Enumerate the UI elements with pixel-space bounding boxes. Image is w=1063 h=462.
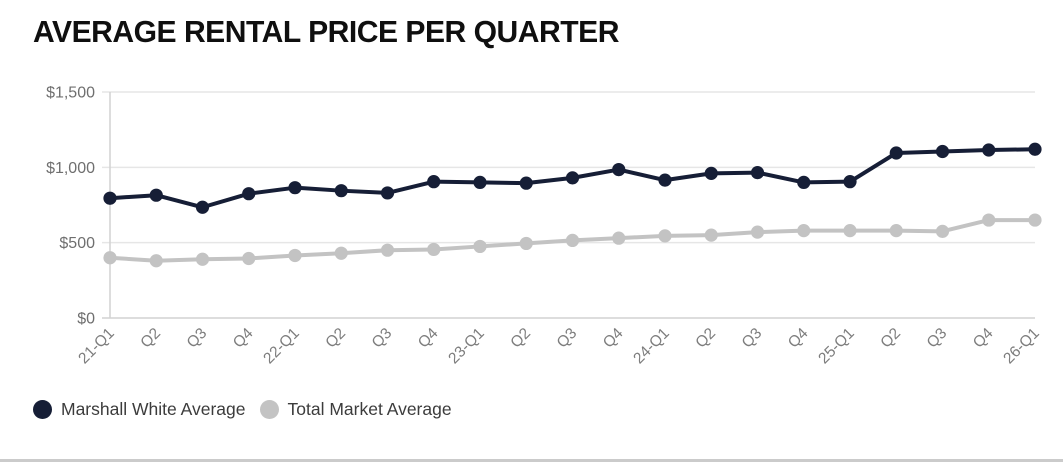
legend-label-marshall-white: Marshall White Average [61,399,246,419]
x-axis-tick-label: Q3 [184,325,211,352]
legend-label-total-market: Total Market Average [287,399,452,419]
data-point [195,252,210,266]
data-point [750,166,765,180]
x-axis-tick-label: 25-Q1 [815,325,857,367]
data-point [1028,213,1042,227]
x-axis-tick-label: Q3 [739,325,766,352]
data-point [380,186,395,200]
data-point [195,200,210,214]
data-point [797,175,811,189]
x-axis-tick-label: Q2 [137,325,164,352]
data-point [843,224,857,238]
x-axis-tick-label: 24-Q1 [630,325,672,367]
x-axis-tick-label: Q4 [415,325,442,352]
x-axis-tick-label: Q4 [970,325,997,352]
data-point [288,248,302,263]
data-point [612,231,626,245]
data-point [242,187,256,201]
data-point [380,243,395,257]
data-point [658,173,672,187]
x-axis-tick-label: Q3 [924,325,951,352]
x-axis-tick-label: Q4 [785,325,812,352]
data-point [565,171,580,185]
data-point [427,175,441,189]
data-point [750,225,765,239]
x-axis-tick-label: Q3 [554,325,581,352]
data-point [473,175,487,189]
chart-canvas: $1,500$1,000$500$021-Q1 Q2 Q3 Q4 22-Q1 Q2 Q3 Q4… [46,85,1043,368]
data-point [982,213,996,227]
data-point [704,166,718,180]
x-axis-tick-label: 23-Q1 [445,325,487,367]
data-point [935,144,950,159]
legend-item-marshall-white: Marshall White Average [33,399,246,420]
data-point [149,188,163,202]
chart-title: AVERAGE RENTAL PRICE PER QUARTER [33,14,619,49]
y-axis-tick-label: $1,500 [46,85,95,102]
data-point [288,181,302,195]
data-point [797,224,811,238]
data-point [519,236,533,251]
data-point [103,251,117,265]
legend-marker-total-market-icon [259,400,279,419]
data-point [242,251,256,266]
data-point [334,246,348,260]
data-point [704,228,718,242]
y-axis-tick-label: $1,000 [46,160,95,177]
x-axis-tick-label: 21-Q1 [75,325,117,367]
data-point [565,233,580,248]
data-point [612,162,626,177]
data-point [935,224,950,238]
legend-marker-marshall-white-icon [33,400,52,419]
data-point [473,239,487,254]
x-axis-tick-label: Q2 [322,325,349,352]
x-axis-tick-label: Q3 [369,325,396,352]
chart-legend: Marshall White Average Total Market Aver… [33,399,452,420]
data-point [658,229,672,243]
data-point [519,176,533,190]
data-point [149,254,163,268]
data-point [982,143,996,157]
x-axis-tick-label: Q4 [600,325,627,352]
legend-item-total-market: Total Market Average [259,399,452,420]
y-axis-tick-label: $500 [59,235,95,252]
rental-price-line-chart: $1,500 $1,000 $500 $0 21-Q1 Q2 Q3 Q4 22-Q1 Q2 Q3 Q4… [46,85,1043,368]
data-point [103,191,117,205]
data-point [334,184,348,198]
data-point [1028,142,1042,156]
y-axis-tick-label: $0 [77,311,95,328]
x-axis-tick-label: 22-Q1 [260,325,302,367]
x-axis-tick-label: Q2 [877,325,904,352]
x-axis-tick-label: Q4 [230,325,257,352]
x-axis-tick-label: Q2 [507,325,534,352]
data-point [889,146,903,160]
x-axis-tick-label: Q2 [692,325,719,352]
bottom-divider [0,459,1063,462]
data-point [843,175,857,189]
data-point [889,224,903,238]
data-point [427,242,441,257]
x-axis-tick-label: 26-Q1 [1000,325,1042,367]
